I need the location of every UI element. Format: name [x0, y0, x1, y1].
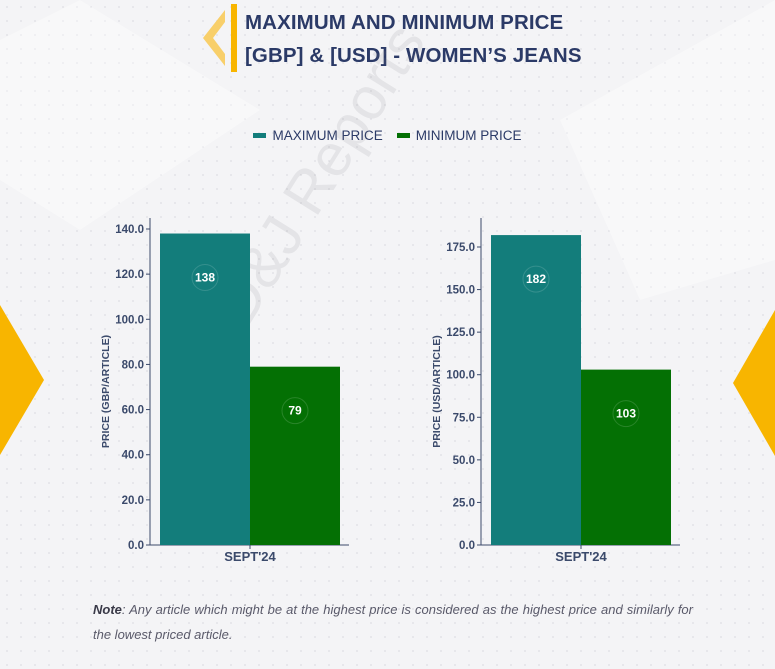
chart-legend: MAXIMUM PRICE MINIMUM PRICE — [0, 128, 775, 143]
gbp-y-tick-label: 140.0 — [115, 224, 144, 236]
usd-y-axis-label: PRICE (USD/ARTICLE) — [431, 335, 443, 448]
usd-y-tick-label: 75.0 — [453, 412, 475, 424]
gbp-bar-min — [250, 366, 340, 545]
gbp-data-label-bg — [191, 264, 219, 292]
gbp-y-tick-label: 60.0 — [122, 405, 144, 417]
usd-data-label-bg — [612, 400, 640, 428]
left-chevron-decoration — [0, 305, 44, 455]
gbp-y-axis-label: PRICE (GBP/ARTICLE) — [100, 335, 112, 448]
usd-y-tick-label: 50.0 — [453, 455, 475, 467]
usd-y-tick-label: 150.0 — [446, 285, 475, 297]
bg-polygon-left — [0, 0, 260, 230]
bg-polygon-right — [560, 0, 775, 300]
gbp-y-tick-label: 80.0 — [122, 359, 144, 371]
usd-y-tick-label: 175.0 — [446, 242, 475, 254]
gbp-data-label-max: 138 — [195, 271, 215, 285]
usd-y-tick-label: 0.0 — [459, 540, 475, 552]
usd-x-category-label: SEPT'24 — [555, 549, 607, 564]
usd-bar-min — [581, 369, 671, 545]
legend-item-min: MINIMUM PRICE — [396, 128, 522, 143]
usd-data-label-max: 182 — [526, 272, 546, 286]
note-label: Note — [93, 602, 122, 617]
legend-label-min: MINIMUM PRICE — [415, 128, 522, 143]
usd-data-label-bg — [522, 265, 550, 293]
legend-label-max: MAXIMUM PRICE — [272, 128, 383, 143]
gbp-y-tick-label: 120.0 — [115, 269, 144, 281]
gbp-y-tick-label: 0.0 — [128, 540, 144, 552]
gbp-data-label-min: 79 — [288, 404, 302, 418]
footnote: Note: Any article which might be at the … — [93, 597, 693, 647]
gbp-x-category-label: SEPT'24 — [224, 549, 276, 564]
usd-y-tick-label: 100.0 — [446, 370, 475, 382]
page-title: MAXIMUM AND MINIMUM PRICE [GBP] & [USD] … — [245, 6, 582, 72]
gbp-data-label-bg — [281, 397, 309, 425]
title-line-2: [GBP] & [USD] - WOMEN’S JEANS — [245, 44, 582, 67]
gbp-y-tick-label: 40.0 — [122, 450, 144, 462]
legend-swatch-max — [253, 133, 267, 138]
gbp-y-tick-label: 100.0 — [115, 314, 144, 326]
usd-data-label-min: 103 — [616, 407, 636, 421]
title-line-1: MAXIMUM AND MINIMUM PRICE — [245, 11, 564, 34]
gbp-y-tick-label: 20.0 — [122, 495, 144, 507]
note-text: : Any article which might be at the high… — [93, 602, 693, 642]
usd-y-tick-label: 125.0 — [446, 327, 475, 339]
legend-item-max: MAXIMUM PRICE — [253, 128, 383, 143]
right-chevron-decoration — [733, 310, 775, 456]
title-accent-icon — [203, 4, 237, 72]
legend-swatch-min — [396, 133, 410, 138]
usd-y-tick-label: 25.0 — [453, 497, 475, 509]
